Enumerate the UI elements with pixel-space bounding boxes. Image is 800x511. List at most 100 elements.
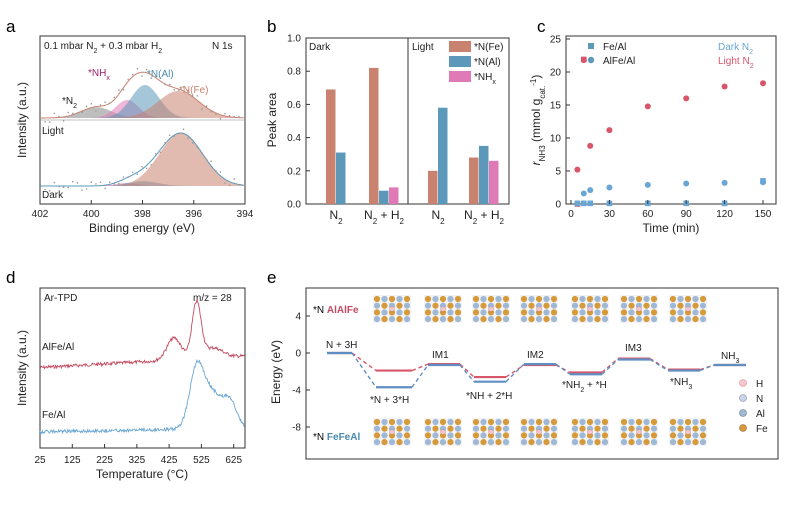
a-dark-raw-point [173,135,176,137]
atom-al [628,295,635,303]
atom-fe [373,418,381,426]
atom-al [528,295,535,303]
panel-c-ytick-label: 20 [550,68,562,79]
panel-b-ytick-label: 0.2 [287,166,301,177]
atom-fe [571,295,579,303]
structure-alalfe-3 [520,295,558,323]
atom-al [373,316,381,323]
atom-fe [620,295,628,303]
atom-fe [403,432,411,439]
atom-fe [388,295,396,303]
atom-al [480,432,487,439]
atom-al [543,432,550,439]
atom-al [579,309,586,316]
atom-al [571,425,579,432]
panel-d-letter: d [6,268,15,287]
a-light-peak-n-al [40,85,245,118]
panel-b-group-dark: Dark [309,42,331,53]
atom-al [684,439,692,446]
panel-d-xtick-label: 425 [161,455,178,466]
atom-al [535,439,543,446]
point-fe-al-light-n2 [581,56,587,63]
atom-al [487,316,495,323]
panel-b-ytick-label: 1.0 [287,34,301,45]
panel-d-xtick-label: 25 [34,455,46,466]
atom-al [677,309,684,316]
atom-fe [650,295,658,303]
atom-al [594,309,601,316]
atom-label-h: H [756,379,763,390]
structure-alalfe-4 [571,295,609,323]
panel-c-ylabel: rNH3 (mmol gcat.-1) [529,75,547,166]
atom-h [587,306,593,312]
panel-c-xtick-label: 90 [681,209,693,220]
atom-al [472,302,480,309]
atom-fe [528,316,535,323]
a-light-raw-point [104,101,106,103]
atom-fe [472,432,480,439]
a-dark-raw-point [81,189,83,191]
connector-1-4 [505,363,525,383]
atom-fe [424,432,432,439]
atom-fe [571,432,579,439]
atom-al [594,418,601,426]
atom-fe [520,418,528,426]
peak-label-n-al: *N(Al) [147,69,174,80]
atom-h [536,429,542,435]
structure-fefeal-5 [620,418,658,446]
atom-fe [628,316,635,323]
curve-fe-al [39,358,245,435]
atom-al [502,316,510,323]
atom-al [586,316,594,323]
atom-al [669,439,677,446]
panel-e-label-fefeal: *N FeFeAl [313,432,360,443]
atom-al [480,309,487,316]
atom-fe [502,295,510,303]
panel-e-ytick-label: -4 [292,386,301,397]
panel-c-ytick-label: 15 [550,101,562,112]
atom-fe [579,302,586,309]
a-dark-raw-point [201,152,203,154]
panel-d-series-alfe: AlFe/Al [42,342,74,353]
peak-label-n-fe: *N(Fe) [179,85,208,96]
atom-fe [381,425,388,432]
atom-fe [643,425,650,432]
atom-fe [692,302,699,309]
atom-h [536,306,542,312]
atom-al [480,295,487,303]
a-light-raw-point [53,112,56,115]
atom-fe [692,316,699,323]
a-light-raw-point [99,104,102,106]
atom-al [650,316,658,323]
atom-al [643,418,650,426]
atom-fe [381,302,388,309]
atom-al [432,418,439,426]
a-dark-raw-point [99,181,102,184]
atom-al [650,302,658,309]
atom-al [480,418,487,426]
atom-al [535,316,543,323]
panel-d-xtick-label: 125 [64,455,81,466]
a-light-raw-point [67,111,69,114]
a-light-raw-point [238,115,240,118]
panel-b: b Dark Light 0.0 0.2 0.4 0.6 0.8 1.0 *N(Fe) *… [265,17,510,226]
panel-c-points [574,56,766,207]
atom-fe [447,425,454,432]
atom-al [677,432,684,439]
atom-fe [677,316,684,323]
atom-fe [601,309,609,316]
a-dark-raw-point [76,182,79,184]
structure-fefeal-0 [373,418,411,446]
atom-fe [528,425,535,432]
panel-c-ytick-label: 5 [555,167,561,178]
point-alfe-al-light-n2 [644,103,651,110]
a-light-raw-point [219,117,222,120]
atom-fe [520,295,528,303]
a-light-raw-point [81,111,83,113]
panel-c-ytick-label: 25 [550,35,562,46]
atom-fe [601,295,609,303]
atom-h-icon [739,379,747,387]
atom-al [579,432,586,439]
atom-fe [472,418,480,426]
